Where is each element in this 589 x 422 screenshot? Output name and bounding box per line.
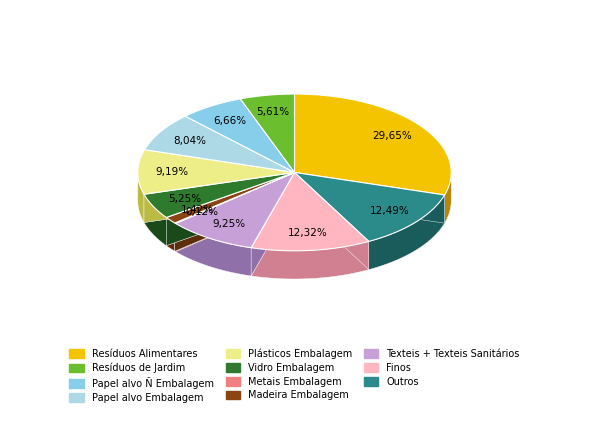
Text: 12,32%: 12,32% (287, 228, 327, 238)
Text: 0,12%: 0,12% (185, 207, 218, 217)
Polygon shape (144, 194, 166, 246)
Polygon shape (138, 173, 144, 222)
Polygon shape (176, 173, 294, 252)
Polygon shape (294, 173, 445, 241)
Polygon shape (251, 241, 369, 279)
Polygon shape (369, 195, 445, 270)
Polygon shape (175, 173, 294, 224)
Polygon shape (294, 173, 445, 223)
Polygon shape (144, 173, 294, 217)
Polygon shape (176, 224, 251, 276)
Polygon shape (166, 173, 294, 246)
Polygon shape (294, 173, 369, 270)
Text: 5,61%: 5,61% (256, 107, 290, 117)
Text: 1,42%: 1,42% (181, 205, 214, 215)
Polygon shape (186, 99, 294, 173)
Polygon shape (144, 173, 294, 222)
Legend: Resíduos Alimentares, Resíduos de Jardim, Papel alvo Ñ Embalagem, Papel alvo Emb: Resíduos Alimentares, Resíduos de Jardim… (70, 348, 519, 403)
Text: 8,04%: 8,04% (174, 135, 207, 146)
Polygon shape (251, 173, 294, 276)
Polygon shape (251, 173, 369, 251)
Polygon shape (175, 223, 176, 252)
Text: 5,25%: 5,25% (168, 194, 201, 204)
Polygon shape (166, 217, 175, 251)
Text: 9,25%: 9,25% (212, 219, 245, 229)
Polygon shape (445, 173, 451, 223)
Polygon shape (294, 173, 445, 223)
Polygon shape (138, 150, 294, 194)
Text: 9,19%: 9,19% (155, 167, 189, 177)
Polygon shape (175, 173, 294, 251)
Polygon shape (294, 94, 451, 195)
Polygon shape (176, 173, 294, 252)
Polygon shape (144, 173, 294, 222)
Polygon shape (166, 173, 294, 246)
Polygon shape (294, 173, 369, 270)
Polygon shape (175, 173, 294, 251)
Polygon shape (144, 116, 294, 173)
Polygon shape (251, 173, 294, 276)
Polygon shape (240, 94, 294, 173)
Text: 29,65%: 29,65% (373, 131, 412, 141)
Text: 6,66%: 6,66% (213, 116, 246, 126)
Text: 12,49%: 12,49% (369, 206, 409, 216)
Polygon shape (176, 173, 294, 248)
Polygon shape (166, 173, 294, 223)
